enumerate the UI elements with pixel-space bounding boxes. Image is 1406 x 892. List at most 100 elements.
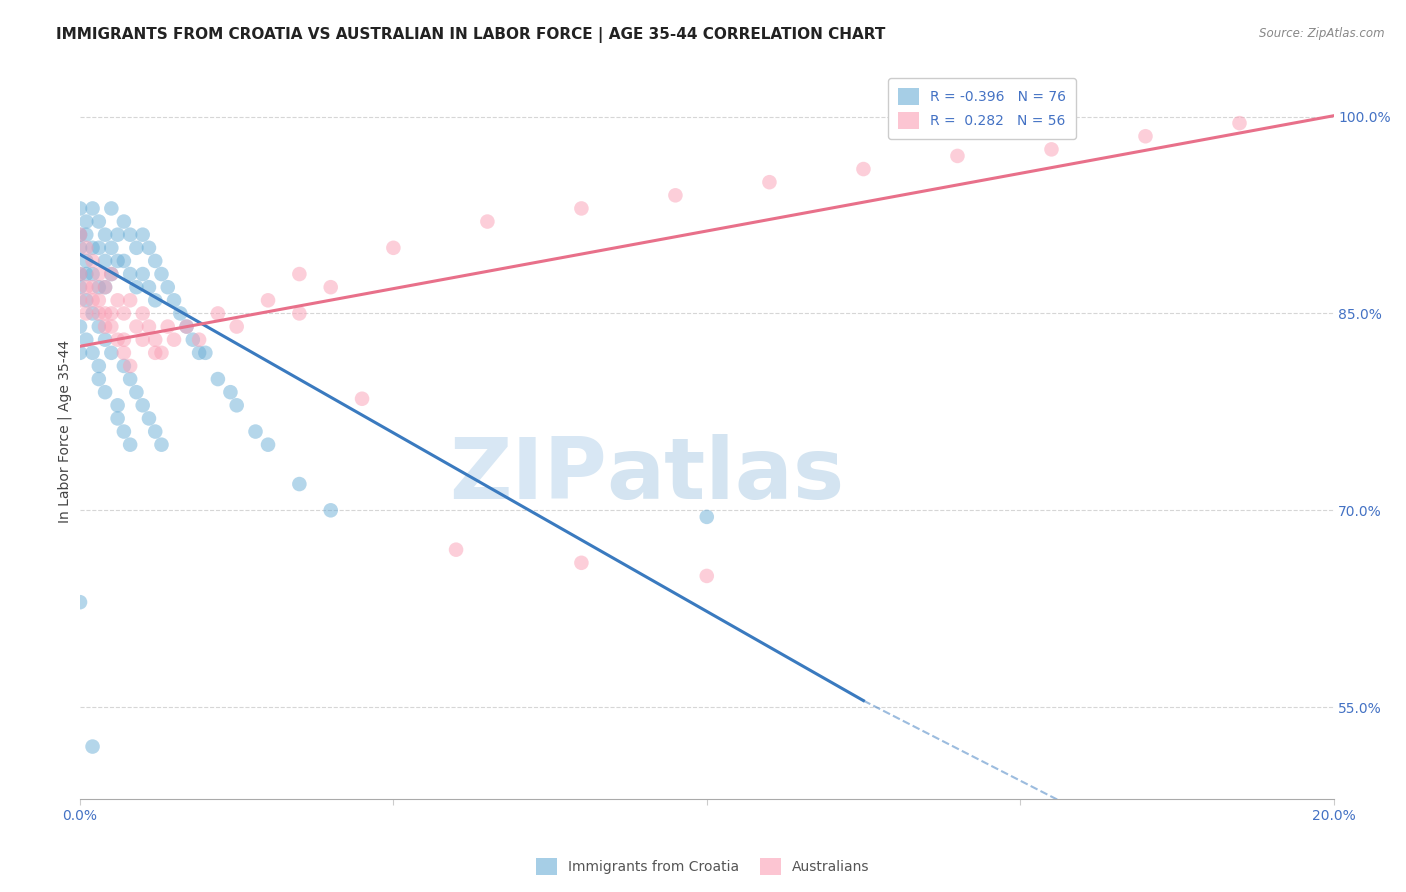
Point [257,438,280,452]
Point [288,306,311,320]
Point [1040,142,1063,156]
Point [150,267,173,281]
Point [69,267,91,281]
Point [207,306,229,320]
Point [75,267,97,281]
Point [571,556,593,570]
Point [143,293,166,308]
Point [120,293,142,308]
Point [143,346,166,360]
Point [82,267,104,281]
Point [946,149,969,163]
Text: atlas: atlas [606,434,845,517]
Point [150,438,173,452]
Legend: Immigrants from Croatia, Australians: Immigrants from Croatia, Australians [531,853,875,880]
Point [69,267,91,281]
Point [169,306,191,320]
Point [69,293,91,308]
Point [100,202,122,216]
Point [444,542,467,557]
Point [112,359,135,373]
Point [181,333,204,347]
Point [75,214,97,228]
Point [156,319,179,334]
Point [107,227,129,242]
Point [100,319,122,334]
Point [225,398,247,412]
Point [82,202,104,216]
Point [352,392,374,406]
Point [87,241,110,255]
Point [87,372,110,386]
Point [69,202,91,216]
Point [87,280,110,294]
Point [112,254,135,268]
Point [120,267,142,281]
Point [94,254,117,268]
Point [87,306,110,320]
Point [125,385,148,400]
Point [75,293,97,308]
Point [107,398,129,412]
Point [107,411,129,425]
Point [664,188,686,202]
Point [225,319,247,334]
Point [107,333,129,347]
Point [82,280,104,294]
Point [143,254,166,268]
Point [87,319,110,334]
Point [138,241,160,255]
Point [112,425,135,439]
Point [69,227,91,242]
Y-axis label: In Labor Force | Age 35-44: In Labor Force | Age 35-44 [58,340,72,523]
Point [87,293,110,308]
Point [82,293,104,308]
Point [100,267,122,281]
Text: ZIP: ZIP [449,434,606,517]
Point [75,254,97,268]
Point [120,359,142,373]
Point [1135,129,1157,144]
Point [75,227,97,242]
Point [288,267,311,281]
Point [69,595,91,609]
Point [188,333,211,347]
Point [82,346,104,360]
Point [69,227,91,242]
Point [100,306,122,320]
Point [82,306,104,320]
Point [257,293,280,308]
Legend: R = -0.396   N = 76, R =  0.282   N = 56: R = -0.396 N = 76, R = 0.282 N = 56 [889,78,1076,138]
Text: IMMIGRANTS FROM CROATIA VS AUSTRALIAN IN LABOR FORCE | AGE 35-44 CORRELATION CHA: IMMIGRANTS FROM CROATIA VS AUSTRALIAN IN… [56,27,886,43]
Point [143,333,166,347]
Point [87,359,110,373]
Point [207,372,229,386]
Point [125,280,148,294]
Point [75,306,97,320]
Point [150,346,173,360]
Point [696,509,718,524]
Point [94,306,117,320]
Point [94,333,117,347]
Point [319,503,342,517]
Point [176,319,198,334]
Point [75,280,97,294]
Point [382,241,405,255]
Point [138,280,160,294]
Point [87,214,110,228]
Point [125,319,148,334]
Point [112,306,135,320]
Point [143,425,166,439]
Point [112,346,135,360]
Point [219,385,242,400]
Point [131,267,153,281]
Point [82,241,104,255]
Point [94,280,117,294]
Point [1229,116,1251,130]
Point [94,227,117,242]
Text: Source: ZipAtlas.com: Source: ZipAtlas.com [1260,27,1385,40]
Point [75,333,97,347]
Point [69,346,91,360]
Point [94,280,117,294]
Point [87,267,110,281]
